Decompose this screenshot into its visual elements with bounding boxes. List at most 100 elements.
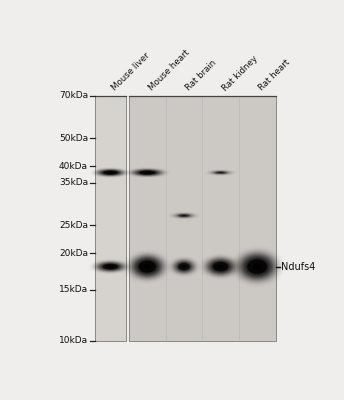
Ellipse shape xyxy=(237,252,277,281)
Ellipse shape xyxy=(178,214,190,217)
Ellipse shape xyxy=(173,260,194,273)
Ellipse shape xyxy=(145,172,150,173)
Ellipse shape xyxy=(245,258,269,276)
Ellipse shape xyxy=(132,169,163,176)
Ellipse shape xyxy=(133,169,162,176)
Ellipse shape xyxy=(235,250,280,283)
Ellipse shape xyxy=(144,264,151,269)
Ellipse shape xyxy=(217,265,224,268)
Ellipse shape xyxy=(182,265,186,268)
Text: 15kDa: 15kDa xyxy=(59,285,88,294)
Ellipse shape xyxy=(215,264,226,270)
Ellipse shape xyxy=(139,171,155,174)
Ellipse shape xyxy=(97,262,124,272)
Ellipse shape xyxy=(178,263,190,270)
Ellipse shape xyxy=(128,253,167,280)
Ellipse shape xyxy=(135,170,160,176)
Ellipse shape xyxy=(247,259,268,274)
Text: 35kDa: 35kDa xyxy=(59,178,88,188)
Ellipse shape xyxy=(212,262,229,272)
Ellipse shape xyxy=(204,256,237,277)
Ellipse shape xyxy=(214,171,227,174)
Ellipse shape xyxy=(253,264,261,270)
Ellipse shape xyxy=(178,263,190,270)
Ellipse shape xyxy=(95,261,126,272)
Ellipse shape xyxy=(99,170,122,176)
Ellipse shape xyxy=(179,264,189,270)
Ellipse shape xyxy=(145,265,150,268)
Ellipse shape xyxy=(173,259,195,274)
Ellipse shape xyxy=(146,266,149,268)
Ellipse shape xyxy=(136,170,158,175)
Ellipse shape xyxy=(244,257,271,276)
Ellipse shape xyxy=(213,262,228,271)
Ellipse shape xyxy=(108,172,112,173)
Ellipse shape xyxy=(140,171,155,174)
Ellipse shape xyxy=(180,264,188,269)
Ellipse shape xyxy=(101,263,120,270)
Ellipse shape xyxy=(243,256,272,278)
Text: 20kDa: 20kDa xyxy=(59,249,88,258)
Text: Ndufs4: Ndufs4 xyxy=(281,262,315,272)
Ellipse shape xyxy=(247,260,267,274)
Ellipse shape xyxy=(178,214,190,217)
Ellipse shape xyxy=(144,172,151,173)
Ellipse shape xyxy=(136,258,159,275)
Ellipse shape xyxy=(210,260,231,273)
Ellipse shape xyxy=(206,258,235,276)
Ellipse shape xyxy=(130,254,165,279)
Ellipse shape xyxy=(219,172,222,173)
Ellipse shape xyxy=(105,171,116,174)
Ellipse shape xyxy=(95,168,126,177)
Ellipse shape xyxy=(172,259,196,274)
Ellipse shape xyxy=(139,170,156,175)
Ellipse shape xyxy=(143,264,152,270)
Ellipse shape xyxy=(96,261,125,272)
Ellipse shape xyxy=(240,254,275,279)
Ellipse shape xyxy=(176,214,192,218)
Ellipse shape xyxy=(182,215,186,216)
Ellipse shape xyxy=(175,213,193,218)
Ellipse shape xyxy=(182,266,185,268)
Ellipse shape xyxy=(146,172,149,173)
Ellipse shape xyxy=(179,214,189,217)
Text: 10kDa: 10kDa xyxy=(59,336,88,345)
Ellipse shape xyxy=(107,266,114,268)
Text: 25kDa: 25kDa xyxy=(59,221,88,230)
Ellipse shape xyxy=(176,262,191,271)
Ellipse shape xyxy=(214,263,227,270)
Ellipse shape xyxy=(208,259,233,274)
Ellipse shape xyxy=(176,214,191,218)
Ellipse shape xyxy=(104,171,117,174)
Ellipse shape xyxy=(134,170,161,176)
Ellipse shape xyxy=(139,261,156,272)
Ellipse shape xyxy=(211,261,230,272)
Ellipse shape xyxy=(138,260,157,273)
Ellipse shape xyxy=(215,171,226,174)
Ellipse shape xyxy=(256,266,259,268)
Ellipse shape xyxy=(249,261,265,272)
Ellipse shape xyxy=(183,266,185,267)
Ellipse shape xyxy=(175,261,193,272)
Ellipse shape xyxy=(216,172,225,174)
Ellipse shape xyxy=(213,171,228,174)
Ellipse shape xyxy=(207,258,234,275)
Ellipse shape xyxy=(241,255,273,278)
Ellipse shape xyxy=(140,262,154,272)
Text: 70kDa: 70kDa xyxy=(59,91,88,100)
Ellipse shape xyxy=(217,172,224,173)
Ellipse shape xyxy=(108,266,112,267)
Ellipse shape xyxy=(107,172,114,173)
Ellipse shape xyxy=(174,213,194,218)
Ellipse shape xyxy=(178,262,191,271)
Ellipse shape xyxy=(100,263,121,270)
Ellipse shape xyxy=(102,264,119,270)
Ellipse shape xyxy=(129,254,166,280)
Ellipse shape xyxy=(105,265,116,268)
Ellipse shape xyxy=(130,168,165,177)
Ellipse shape xyxy=(238,253,276,280)
Ellipse shape xyxy=(143,172,152,174)
Ellipse shape xyxy=(137,170,157,175)
Ellipse shape xyxy=(218,172,223,173)
Ellipse shape xyxy=(181,215,187,216)
